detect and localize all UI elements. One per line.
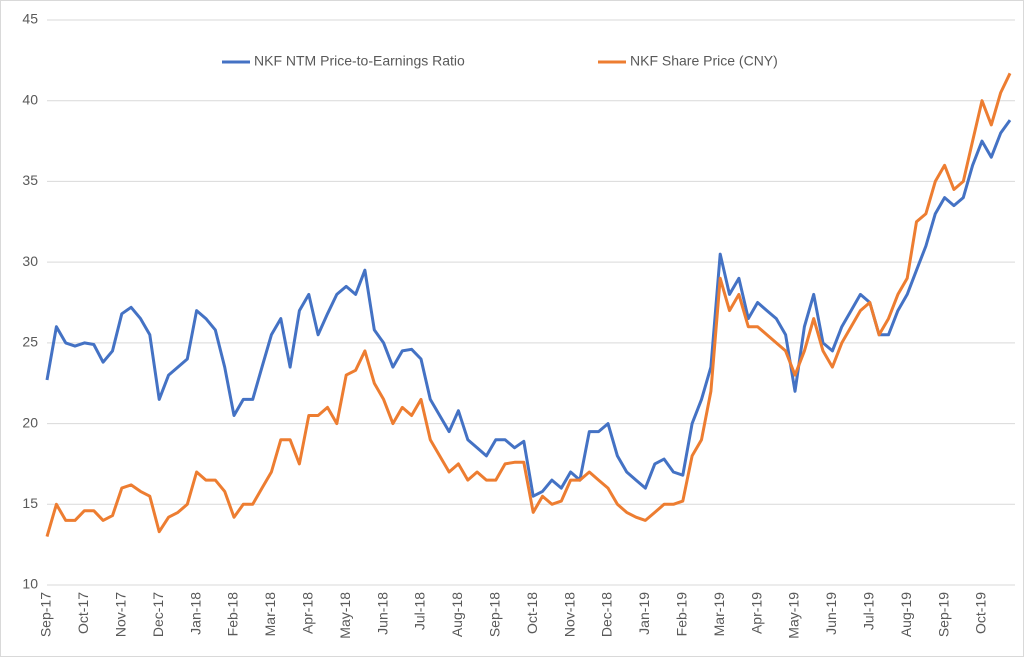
x-tick-label: Mar-19 bbox=[711, 592, 727, 637]
x-tick-label: Oct-17 bbox=[75, 592, 91, 634]
x-tick-label: May-18 bbox=[337, 592, 353, 639]
x-tick-label: Dec-18 bbox=[599, 592, 615, 637]
y-tick-label: 35 bbox=[22, 172, 38, 188]
x-tick-label: Feb-18 bbox=[225, 592, 241, 637]
x-tick-label: Apr-19 bbox=[748, 592, 764, 634]
x-tick-label: Mar-18 bbox=[262, 592, 278, 637]
y-tick-label: 25 bbox=[22, 334, 38, 350]
x-tick-label: Oct-19 bbox=[973, 592, 989, 634]
x-tick-label: Sep-18 bbox=[487, 592, 503, 637]
series-line bbox=[45, 72, 1012, 538]
x-tick-label: Aug-18 bbox=[449, 592, 465, 637]
x-tick-label: Oct-18 bbox=[524, 592, 540, 634]
x-tick-label: Apr-18 bbox=[300, 592, 316, 634]
legend-label: NKF Share Price (CNY) bbox=[630, 53, 778, 69]
x-tick-label: Sep-19 bbox=[935, 592, 951, 637]
x-tick-label: Dec-17 bbox=[150, 592, 166, 637]
x-tick-label: Aug-19 bbox=[898, 592, 914, 637]
x-tick-label: Jan-18 bbox=[187, 592, 203, 635]
y-tick-label: 30 bbox=[22, 253, 38, 269]
y-tick-label: 10 bbox=[22, 576, 38, 592]
x-tick-label: Sep-17 bbox=[38, 592, 54, 637]
y-tick-label: 20 bbox=[22, 414, 38, 430]
x-tick-label: Feb-19 bbox=[674, 592, 690, 637]
x-tick-label: Nov-17 bbox=[113, 592, 129, 637]
series-line bbox=[45, 119, 1012, 498]
x-tick-label: Nov-18 bbox=[561, 592, 577, 637]
x-tick-label: Jul-18 bbox=[412, 592, 428, 630]
x-tick-label: Jul-19 bbox=[861, 592, 877, 630]
y-tick-label: 45 bbox=[22, 11, 38, 27]
x-tick-label: Jun-19 bbox=[823, 592, 839, 635]
x-tick-label: Jun-18 bbox=[374, 592, 390, 635]
x-tick-label: Jan-19 bbox=[636, 592, 652, 635]
y-tick-label: 40 bbox=[22, 91, 38, 107]
x-tick-label: May-19 bbox=[786, 592, 802, 639]
y-tick-label: 15 bbox=[22, 495, 38, 511]
legend-label: NKF NTM Price-to-Earnings Ratio bbox=[254, 53, 465, 69]
